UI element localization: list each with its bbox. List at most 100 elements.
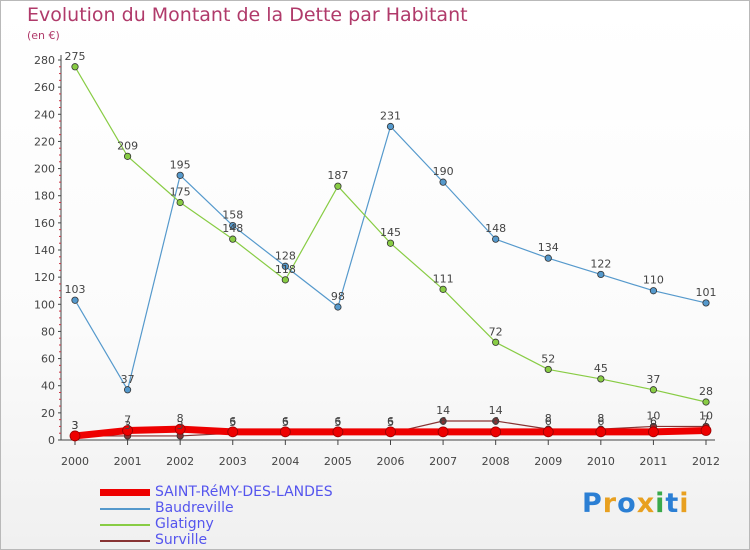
data-label: 14	[436, 404, 450, 417]
y-tick-label: 200	[34, 163, 55, 176]
data-label: 231	[380, 110, 401, 123]
data-label: 118	[275, 263, 296, 276]
data-point	[437, 426, 449, 438]
data-point	[229, 221, 237, 230]
legend-swatch-2	[100, 524, 150, 526]
data-point	[123, 386, 132, 394]
y-tick-label: 180	[34, 190, 55, 203]
data-label: 103	[65, 283, 86, 296]
data-point	[492, 235, 500, 243]
data-point	[595, 426, 607, 438]
data-label: 6	[229, 415, 236, 428]
x-tick-label: 2002	[166, 455, 194, 468]
data-label: 148	[222, 222, 243, 235]
y-tick-label: 260	[34, 81, 55, 94]
data-point	[649, 287, 658, 295]
data-label: 195	[170, 158, 191, 171]
data-label: 10	[646, 409, 660, 422]
data-point	[227, 426, 239, 438]
data-label: 52	[541, 352, 555, 365]
data-label: 187	[327, 169, 348, 182]
y-tick-label: 100	[34, 298, 55, 311]
x-tick-label: 2005	[324, 455, 352, 468]
data-point	[492, 417, 500, 425]
data-label: 6	[334, 415, 341, 428]
data-point	[176, 198, 184, 207]
data-label: 5	[334, 416, 341, 429]
data-label: 72	[489, 325, 503, 338]
data-point	[174, 423, 186, 435]
legend-swatch-1	[100, 508, 150, 510]
axes: 0 20 40 60 80 100 120 140 160 180 200 220 240 260 280 2…	[34, 54, 720, 468]
y-tick-label: 40	[41, 380, 55, 393]
data-label: 122	[590, 257, 611, 270]
y-tick-label: 20	[41, 407, 55, 420]
x-tick-label: 2000	[61, 455, 89, 468]
data-point	[122, 425, 133, 436]
data-label: 190	[433, 165, 454, 178]
data-point	[702, 398, 710, 406]
data-point	[176, 171, 184, 179]
data-point	[702, 299, 710, 307]
brand-letter: x	[636, 488, 656, 519]
y-tick-label: 0	[48, 434, 55, 447]
data-point	[649, 386, 658, 394]
data-label: 10	[699, 409, 713, 422]
data-label: 5	[229, 416, 236, 429]
data-label: 3	[72, 419, 79, 432]
data-label: 5	[282, 416, 289, 429]
data-label: 14	[489, 404, 503, 417]
legend-label-2: Glatigny	[155, 516, 214, 532]
data-point	[439, 285, 447, 293]
data-label: 6	[650, 415, 657, 428]
data-label: 3	[124, 419, 131, 432]
data-labels: 1033719515812898231190148134122110101275…	[65, 50, 717, 432]
x-tick-label: 2010	[587, 455, 615, 468]
data-label: 6	[387, 415, 394, 428]
data-label: 7	[703, 414, 710, 427]
data-label: 6	[545, 415, 552, 428]
data-point	[332, 426, 344, 438]
data-point	[597, 375, 605, 383]
data-point	[334, 182, 342, 190]
data-point	[386, 239, 395, 247]
x-tick-label: 2007	[429, 455, 457, 468]
data-label: 110	[643, 274, 664, 287]
data-label: 3	[177, 419, 184, 432]
x-tick-label: 2003	[219, 455, 247, 468]
data-label: 175	[170, 186, 191, 199]
data-label: 128	[275, 249, 296, 262]
brand-letter: r	[602, 488, 618, 519]
data-label: 45	[594, 362, 608, 375]
legend-swatch-0	[100, 489, 150, 496]
y-tick-label: 60	[41, 353, 55, 366]
data-point	[544, 365, 552, 374]
series-lines	[69, 63, 712, 442]
data-point	[490, 426, 502, 438]
data-point	[386, 122, 395, 131]
x-tick-label: 2004	[271, 455, 299, 468]
x-tick-label: 2009	[534, 455, 562, 468]
brand-letter: o	[617, 488, 637, 519]
data-point	[71, 63, 79, 71]
legend-swatch-3	[100, 540, 150, 542]
brand-letter: i	[655, 488, 666, 519]
legend-label-3: Surville	[155, 532, 208, 548]
data-label: 8	[177, 412, 184, 425]
brand-letter: t	[665, 488, 680, 519]
data-point	[69, 430, 81, 442]
data-point	[385, 426, 396, 438]
y-tick-label: 120	[34, 271, 55, 284]
data-point	[229, 235, 237, 243]
data-label: 8	[545, 412, 552, 425]
data-point	[71, 296, 79, 304]
data-label: 158	[222, 209, 243, 222]
data-label: 6	[492, 415, 499, 428]
data-label: 101	[696, 286, 717, 299]
y-tick-label: 140	[34, 244, 55, 257]
x-tick-label: 2012	[692, 455, 720, 468]
brand-letter: P	[582, 488, 603, 519]
data-point	[648, 426, 659, 438]
data-point	[597, 270, 605, 279]
